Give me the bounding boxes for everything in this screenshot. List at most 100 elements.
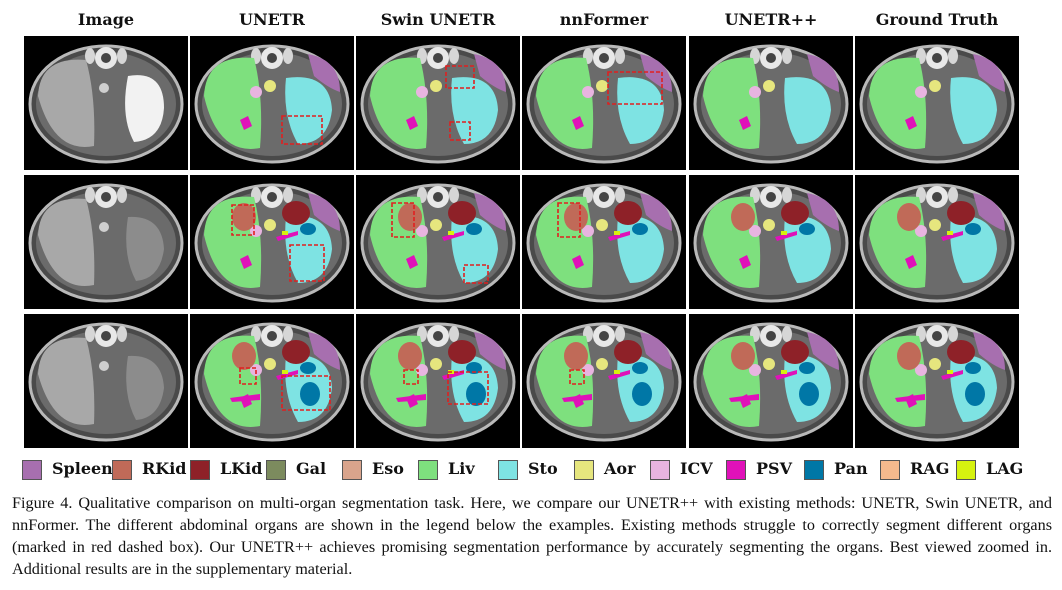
legend-label: Sto bbox=[528, 459, 558, 478]
psv-mask bbox=[406, 255, 418, 269]
aorta-mask bbox=[430, 358, 442, 370]
pancreas-body-mask bbox=[632, 382, 652, 406]
segmentation-panel bbox=[356, 314, 520, 448]
rib bbox=[117, 48, 127, 64]
legend-label: Eso bbox=[372, 459, 404, 478]
vessel-mask bbox=[442, 231, 464, 241]
legend-label: Liv bbox=[448, 459, 475, 478]
rib bbox=[782, 48, 792, 64]
icv-mask bbox=[250, 86, 262, 98]
legend-swatch bbox=[574, 460, 594, 480]
spinal-canal bbox=[267, 192, 277, 202]
stomach-contrast bbox=[125, 75, 164, 142]
icv-mask bbox=[749, 225, 761, 237]
spleen-mask bbox=[308, 54, 340, 92]
aorta-mask bbox=[264, 358, 276, 370]
aorta-mask bbox=[763, 358, 775, 370]
spleen-mask bbox=[474, 332, 506, 370]
ct-slice-graphic bbox=[689, 175, 853, 309]
ct-slice-graphic bbox=[24, 175, 188, 309]
liver-tissue bbox=[38, 198, 95, 286]
spinal-canal bbox=[267, 53, 277, 63]
error-box bbox=[569, 369, 585, 385]
ct-image-panel bbox=[24, 36, 188, 170]
lag-mask bbox=[282, 231, 288, 235]
aorta bbox=[99, 83, 109, 93]
psv-branch-mask bbox=[895, 394, 925, 402]
legend-label: Aor bbox=[604, 459, 636, 478]
ct-slice-graphic bbox=[356, 36, 520, 170]
rib bbox=[449, 326, 459, 342]
column-header-unetrpp: UNETR++ bbox=[724, 10, 818, 29]
spinal-canal bbox=[766, 53, 776, 63]
ct-slice-graphic bbox=[522, 175, 686, 309]
spinal-canal bbox=[101, 53, 111, 63]
spleen-mask bbox=[807, 332, 839, 370]
right-kidney-mask bbox=[564, 203, 588, 231]
icv-mask bbox=[915, 86, 927, 98]
ct-image-panel bbox=[24, 314, 188, 448]
spinal-canal bbox=[766, 192, 776, 202]
rib bbox=[948, 187, 958, 203]
left-kidney-mask bbox=[448, 201, 476, 225]
icv-mask bbox=[915, 364, 927, 376]
icv-mask bbox=[749, 364, 761, 376]
spinal-canal bbox=[932, 53, 942, 63]
legend-label: LKid bbox=[220, 459, 263, 478]
aorta-mask bbox=[596, 219, 608, 231]
ct-slice-graphic bbox=[522, 36, 686, 170]
ct-slice-graphic bbox=[689, 314, 853, 448]
segmentation-panel bbox=[689, 36, 853, 170]
error-box bbox=[391, 202, 415, 238]
pancreas-mask bbox=[632, 223, 648, 235]
spinal-canal bbox=[433, 331, 443, 341]
segmentation-panel bbox=[356, 36, 520, 170]
left-kidney-mask bbox=[282, 340, 310, 364]
left-kidney-mask bbox=[282, 201, 310, 225]
legend: Spleen RKid LKid Gal Eso Liv Sto Aor ICV… bbox=[22, 456, 1042, 484]
ct-slice-graphic bbox=[24, 36, 188, 170]
legend-swatch bbox=[498, 460, 518, 480]
right-kidney-mask bbox=[564, 342, 588, 370]
psv-mask bbox=[905, 116, 917, 130]
left-kidney-mask bbox=[614, 201, 642, 225]
error-box bbox=[445, 65, 475, 89]
icv-mask bbox=[582, 225, 594, 237]
spinal-canal bbox=[101, 331, 111, 341]
legend-swatch bbox=[650, 460, 670, 480]
column-header-image: Image bbox=[77, 10, 135, 29]
error-box bbox=[289, 244, 325, 282]
rib bbox=[85, 187, 95, 203]
error-box bbox=[447, 371, 489, 405]
pancreas-mask bbox=[965, 362, 981, 374]
aorta-mask bbox=[430, 80, 442, 92]
spinal-canal bbox=[599, 53, 609, 63]
vessel-mask bbox=[941, 231, 963, 241]
legend-label: Gal bbox=[296, 459, 327, 478]
legend-swatch bbox=[342, 460, 362, 480]
pancreas-mask bbox=[466, 223, 482, 235]
segmentation-panel bbox=[522, 314, 686, 448]
rib bbox=[85, 48, 95, 64]
segmentation-panel bbox=[689, 314, 853, 448]
pancreas-body-mask bbox=[799, 382, 819, 406]
icv-mask bbox=[416, 364, 428, 376]
psv-mask bbox=[739, 255, 751, 269]
legend-label: Spleen bbox=[52, 459, 113, 478]
segmentation-panel bbox=[855, 175, 1019, 309]
legend-swatch bbox=[22, 460, 42, 480]
psv-branch-mask bbox=[230, 394, 260, 402]
lag-mask bbox=[947, 231, 953, 235]
segmentation-panel bbox=[522, 36, 686, 170]
spleen-mask bbox=[807, 193, 839, 231]
right-kidney-mask bbox=[897, 203, 921, 231]
error-box bbox=[463, 264, 489, 284]
legend-label: ICV bbox=[680, 459, 713, 478]
error-box bbox=[403, 369, 419, 385]
stomach-tissue bbox=[126, 216, 164, 281]
ct-slice-graphic bbox=[855, 314, 1019, 448]
aorta-mask bbox=[596, 80, 608, 92]
spleen-mask bbox=[474, 193, 506, 231]
psv-mask bbox=[905, 255, 917, 269]
error-box bbox=[281, 115, 323, 145]
